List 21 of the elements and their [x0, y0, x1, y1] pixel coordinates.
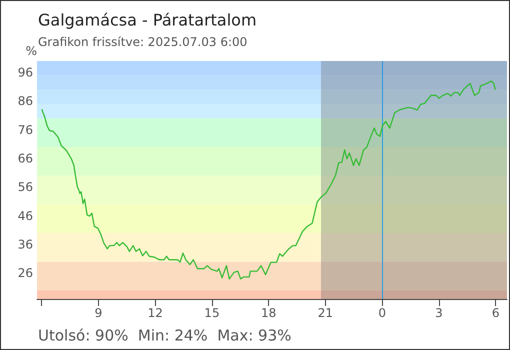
x-tick-label: 15 [204, 306, 220, 320]
y-tick-label: 26 [18, 266, 33, 280]
y-tick-label: 36 [18, 238, 33, 252]
y-tick-label: 66 [18, 151, 33, 166]
y-axis-title: % [26, 44, 37, 58]
y-tick-label: 96 [18, 65, 33, 80]
x-tick-label: 9 [94, 306, 102, 320]
x-tick-label: 0 [378, 306, 386, 320]
x-tick-label: 21 [318, 306, 334, 320]
y-tick-label: 86 [18, 94, 33, 108]
y-tick-label: 56 [18, 180, 33, 194]
line-series [41, 80, 496, 280]
x-tick-label: 3 [435, 306, 443, 320]
x-tick-label: 12 [148, 306, 163, 320]
chart-title: Galgamácsa - Páratartalom [38, 10, 257, 30]
x-tick-label: 6 [492, 306, 500, 320]
text: Utolsó: 90% Min: 24% Max: 93% [38, 326, 292, 344]
y-tick-label: 46 [18, 208, 33, 223]
y-tick-label: 76 [18, 122, 33, 137]
chart-subtitle: Grafikon frissítve: 2025.07.03 6:00 [38, 35, 248, 49]
x-tick-label: 18 [261, 306, 276, 320]
